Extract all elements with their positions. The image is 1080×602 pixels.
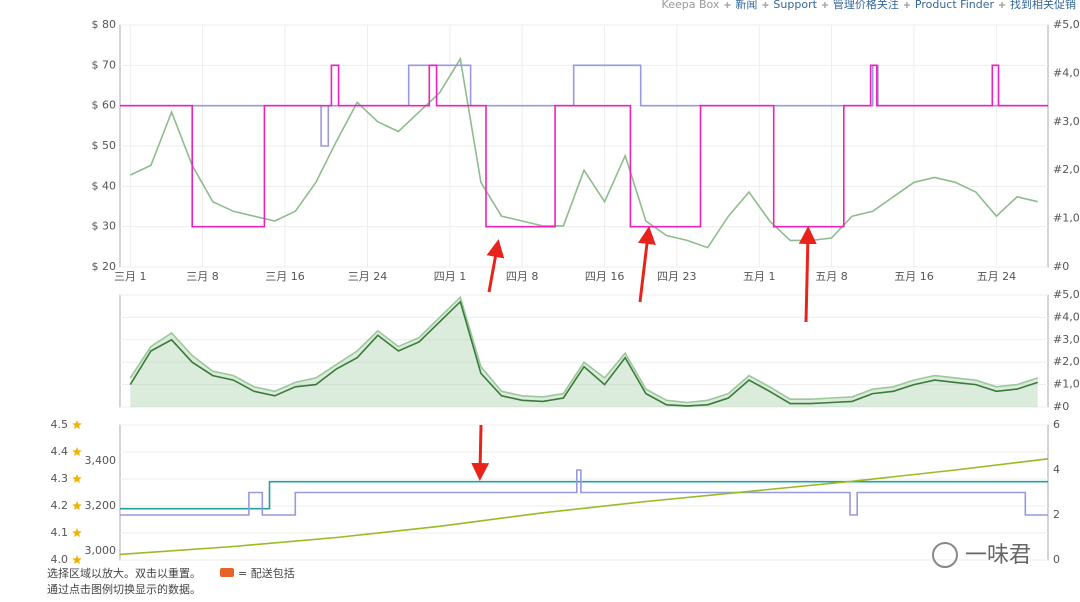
footer-hint: 选择区域以放大。双击以重置。	[47, 566, 201, 580]
charts: $ 20 $ 30 $ 40 $ 50 $ 60 $ 70 $ 80 #0 #1,000 #2,0…	[51, 18, 1080, 566]
y-tick-label: 2	[1053, 508, 1060, 521]
footer-shipping: = 配送包括	[238, 566, 295, 580]
y-tick-label: #5,000	[1053, 18, 1080, 31]
x-tick-label: 三月 24	[348, 270, 388, 283]
y-tick-label: #1,000	[1053, 378, 1080, 391]
arrow	[798, 226, 817, 323]
y-tick-label: $ 60	[92, 99, 117, 112]
arrow	[471, 424, 490, 481]
x-tick-label: 四月 16	[585, 270, 625, 283]
x-tick-label: 五月 8	[815, 270, 848, 283]
y-tick-label: 4.0	[51, 553, 69, 566]
y-tick-label: #0	[1053, 400, 1069, 413]
nav-separator	[999, 2, 1005, 8]
nav-separator	[821, 2, 828, 8]
line	[129, 56, 1038, 249]
x-tick-label: 三月 1	[114, 270, 147, 283]
wechat-icon	[932, 542, 958, 568]
y-tick-label: #4,000	[1053, 310, 1080, 323]
y-tick-label: $ 50	[92, 139, 117, 152]
nav-link[interactable]: 管理价格关注	[833, 0, 899, 11]
y-tick-label: 4	[1053, 463, 1060, 476]
y-tick-label: 4.1	[51, 526, 69, 539]
x-tick-label: 三月 8	[186, 270, 219, 283]
y-tick-label: 4.5	[51, 418, 69, 431]
x-tick-label: 四月 23	[657, 270, 697, 283]
star-icon	[72, 447, 82, 456]
line	[120, 64, 1048, 228]
line	[129, 295, 1038, 404]
y-tick-label: 4.4	[51, 445, 69, 458]
y-tick-label: 4.2	[51, 499, 69, 512]
nav-separator	[762, 2, 769, 8]
star-icon	[72, 555, 82, 564]
y-tick-label: #2,000	[1053, 163, 1080, 176]
nav-bar: 找到相关促销 Product Finder 管理价格关注 Support 新闻 Keepa…	[662, 0, 1076, 11]
y-tick-label: 6	[1053, 418, 1060, 431]
nav-link[interactable]: Support	[773, 0, 817, 11]
nav-link: Keepa Box	[662, 0, 720, 11]
footer-toggle: 通过点击图例切换显示的数据。	[47, 582, 201, 596]
y-tick-label: #0	[1053, 260, 1069, 273]
nav-separator	[724, 2, 731, 8]
x-tick-label: 五月 24	[977, 270, 1017, 283]
y-tick-label: #3,000	[1053, 115, 1080, 128]
x-tick-label: 五月 16	[894, 270, 934, 283]
star-icon	[72, 528, 82, 537]
x-tick-label: 五月 1	[743, 270, 776, 283]
y-tick-label: #2,000	[1053, 355, 1080, 368]
y-tick-label: #3,000	[1053, 333, 1080, 346]
star-icon	[72, 501, 82, 510]
nav-link[interactable]: Product Finder	[915, 0, 995, 11]
nav-link[interactable]: 找到相关促销	[1010, 0, 1076, 11]
annotation-arrows	[471, 226, 817, 481]
x-tick-label: 四月 1	[434, 270, 467, 283]
line	[120, 469, 1048, 516]
y-tick-label: #5,000	[1053, 288, 1080, 301]
line	[119, 458, 1049, 556]
arrow	[637, 226, 656, 303]
y-tick-label: $ 30	[92, 220, 117, 233]
nav-separator	[903, 2, 910, 8]
y-tick-label: $ 40	[92, 179, 117, 192]
y-tick-label: $ 20	[92, 260, 117, 273]
y-tick-label: $ 70	[92, 58, 117, 71]
star-icon	[72, 420, 82, 429]
x-tick-label: 三月 16	[265, 270, 305, 283]
y-tick-label: 3,000	[85, 544, 117, 557]
area	[130, 297, 1038, 407]
x-tick-label: 四月 8	[506, 270, 539, 283]
y-tick-label: $ 80	[92, 18, 117, 31]
y-tick-label: 4.3	[51, 472, 69, 485]
y-tick-label: 3,400	[85, 454, 117, 467]
watermark: 一味君	[965, 543, 1031, 568]
y-tick-label: #4,000	[1053, 66, 1080, 79]
nav-link[interactable]: 新闻	[735, 0, 757, 11]
y-tick-label: 3,200	[85, 499, 117, 512]
arrow	[486, 239, 505, 293]
y-tick-label: 0	[1053, 553, 1060, 566]
star-icon	[72, 474, 82, 483]
truck-icon	[220, 568, 234, 577]
line	[120, 480, 1048, 510]
y-tick-label: #1,000	[1053, 212, 1080, 225]
line	[129, 300, 1038, 407]
